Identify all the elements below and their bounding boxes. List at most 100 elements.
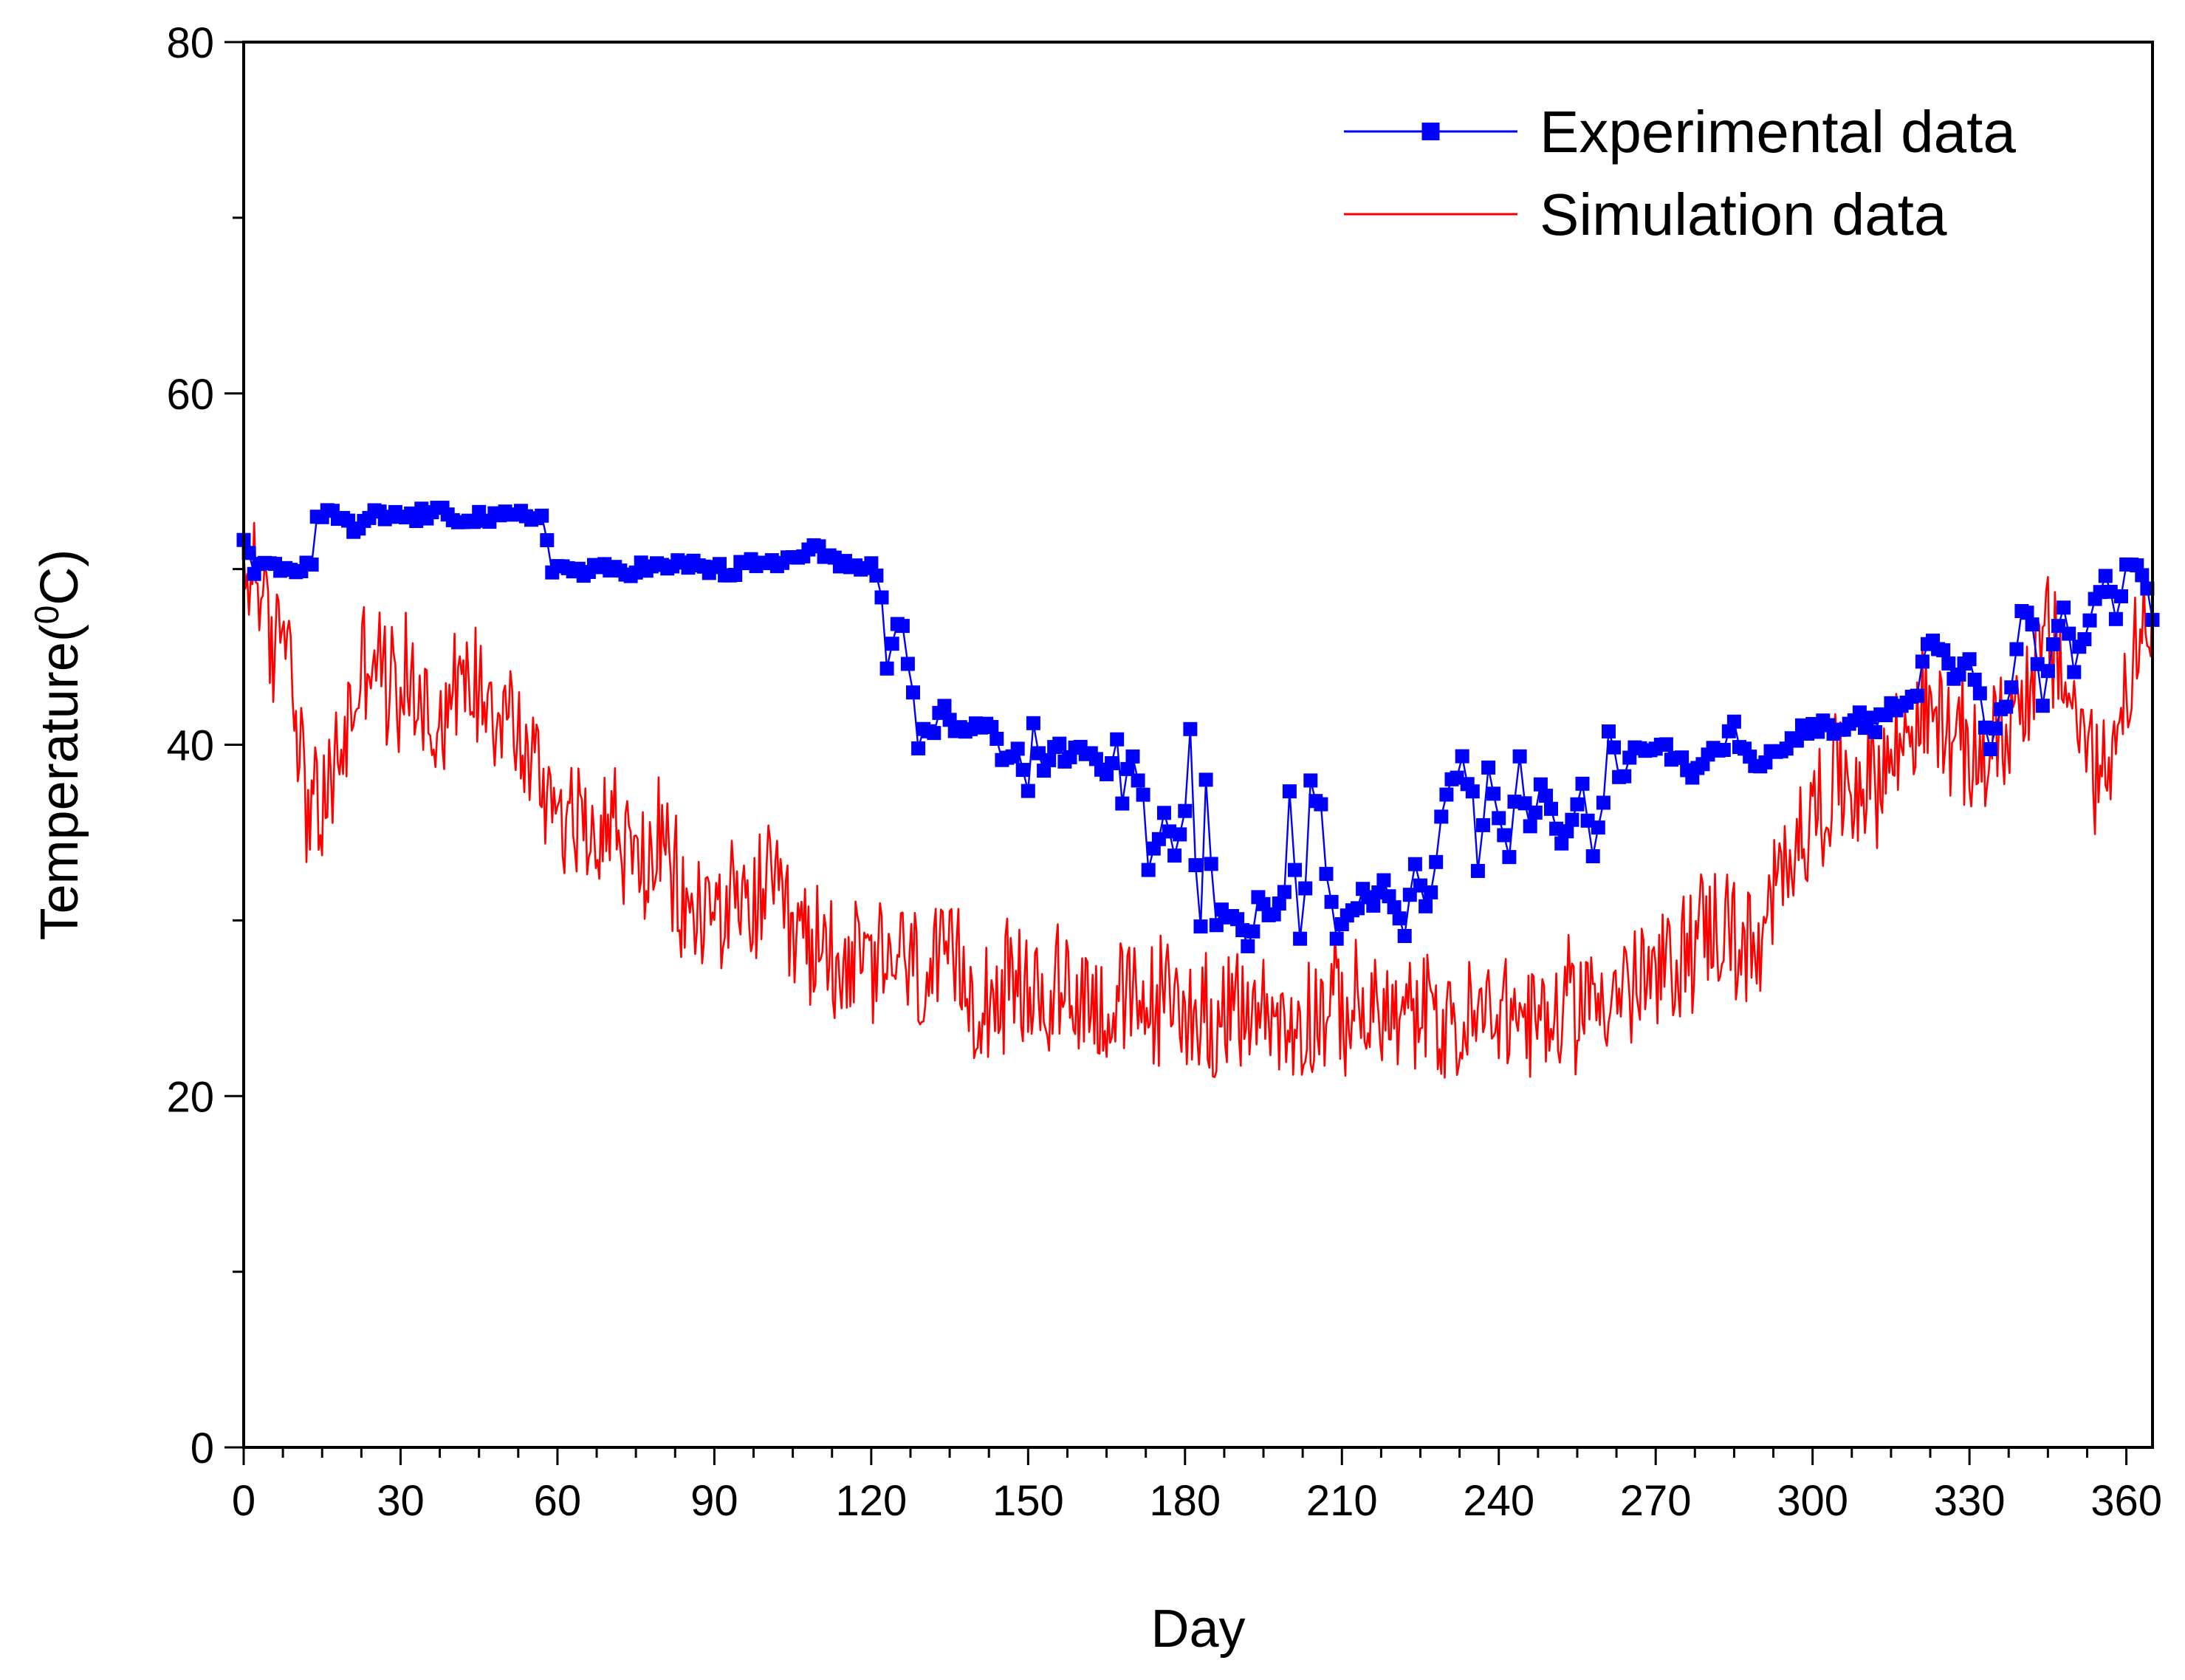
plot-area xyxy=(236,501,2160,1079)
experimental-point xyxy=(1972,686,1987,701)
experimental-point xyxy=(2009,642,2024,656)
experimental-point xyxy=(1125,749,1140,764)
experimental-point xyxy=(1585,849,1600,863)
x-tick-label: 330 xyxy=(1934,1477,2006,1525)
experimental-point xyxy=(1282,784,1297,799)
y-axis-title: Temperature(0C) xyxy=(27,549,89,941)
experimental-point xyxy=(927,726,941,741)
experimental-point xyxy=(1266,907,1281,922)
experimental-point xyxy=(2004,680,2019,695)
experimental-point xyxy=(1952,668,1966,682)
experimental-point xyxy=(2025,617,2040,632)
experimental-point xyxy=(1424,885,1438,899)
experimental-point xyxy=(2035,699,2050,713)
y-tick-label: 20 xyxy=(166,1073,214,1121)
experimental-point xyxy=(1131,773,1145,788)
experimental-point xyxy=(1204,857,1218,871)
experimental-point xyxy=(1915,654,1930,669)
experimental-point xyxy=(879,661,894,676)
x-tick-label: 300 xyxy=(1777,1477,1848,1525)
experimental-point xyxy=(1492,811,1506,826)
experimental-point xyxy=(1570,797,1585,812)
experimental-point xyxy=(989,732,1004,746)
legend-label-simulation: Simulation data xyxy=(1540,182,1947,247)
experimental-point xyxy=(1314,797,1328,812)
experimental-point xyxy=(1042,752,1057,767)
experimental-point xyxy=(1470,863,1485,878)
series-simulation-line xyxy=(242,521,2154,1079)
experimental-point xyxy=(2135,568,2150,583)
experimental-point xyxy=(1376,873,1391,888)
experimental-point xyxy=(1298,881,1313,896)
experimental-point xyxy=(2045,637,2060,651)
experimental-point xyxy=(1157,806,1171,820)
experimental-point xyxy=(1560,824,1574,839)
experimental-point xyxy=(1136,787,1150,802)
experimental-point xyxy=(1726,714,1741,729)
experimental-point xyxy=(1868,725,1883,739)
experimental-point xyxy=(2114,589,2128,603)
y-axis-title-superscript: 0 xyxy=(27,606,66,625)
experimental-point xyxy=(1329,931,1344,946)
experimental-point xyxy=(1183,721,1198,736)
experimental-point xyxy=(1324,894,1339,909)
experimental-point xyxy=(1675,750,1690,765)
experimental-point xyxy=(1193,919,1208,934)
experimental-point xyxy=(1115,796,1130,811)
experimental-point xyxy=(1967,672,1982,687)
experimental-point xyxy=(304,558,319,572)
experimental-point xyxy=(1120,761,1135,776)
axes: 0 30 60 90 120 150 180 210 240 270 300 330 360 0 20 40 6… xyxy=(166,19,2161,1525)
experimental-point xyxy=(895,619,910,634)
experimental-point xyxy=(1659,737,1673,752)
experimental-point xyxy=(1319,866,1334,881)
experimental-point xyxy=(2077,632,2092,647)
legend: Experimental data Simulation data xyxy=(1344,99,2016,247)
experimental-point xyxy=(1523,819,1537,834)
experimental-point xyxy=(1476,817,1490,832)
x-tick-label: 270 xyxy=(1620,1477,1692,1525)
experimental-point xyxy=(241,546,256,560)
experimental-point xyxy=(1241,939,1255,953)
experimental-point xyxy=(1272,896,1286,911)
x-tick-label: 180 xyxy=(1149,1477,1221,1525)
experimental-point xyxy=(906,685,920,700)
experimental-point xyxy=(1288,863,1302,877)
experimental-point xyxy=(1173,827,1187,842)
experimental-point xyxy=(1565,812,1579,827)
x-tick-label: 150 xyxy=(992,1477,1064,1525)
experimental-point xyxy=(1497,828,1512,843)
experimental-point xyxy=(1105,756,1119,770)
experimental-point xyxy=(2098,569,2113,583)
experimental-point xyxy=(1533,777,1548,792)
experimental-point xyxy=(1602,724,1616,738)
experimental-point xyxy=(1397,929,1412,943)
experimental-point xyxy=(1910,688,1924,703)
y-tick-label: 40 xyxy=(166,722,214,770)
experimental-point xyxy=(1392,911,1407,926)
experimental-point xyxy=(2067,665,2082,679)
experimental-point xyxy=(1554,836,1569,851)
experimental-point xyxy=(984,720,999,734)
experimental-point xyxy=(1015,763,1030,778)
experimental-point xyxy=(1544,801,1558,816)
experimental-point xyxy=(1366,898,1381,913)
experimental-point xyxy=(1293,931,1308,946)
experimental-point xyxy=(1455,749,1469,764)
experimental-point xyxy=(1989,721,2003,736)
experimental-point xyxy=(728,568,743,582)
experimental-point xyxy=(885,637,899,651)
experimental-point xyxy=(869,568,884,583)
experimental-point xyxy=(2020,606,2034,620)
experimental-point xyxy=(1465,784,1480,799)
experimental-point xyxy=(1617,769,1632,784)
experimental-point xyxy=(2057,600,2071,615)
experimental-point xyxy=(1021,784,1035,798)
x-tick-label: 360 xyxy=(2090,1477,2162,1525)
experimental-point xyxy=(1198,772,1213,787)
experimental-point xyxy=(1439,787,1454,802)
experimental-point xyxy=(874,590,889,605)
experimental-point xyxy=(1983,742,1997,756)
experimental-point xyxy=(1502,850,1517,865)
